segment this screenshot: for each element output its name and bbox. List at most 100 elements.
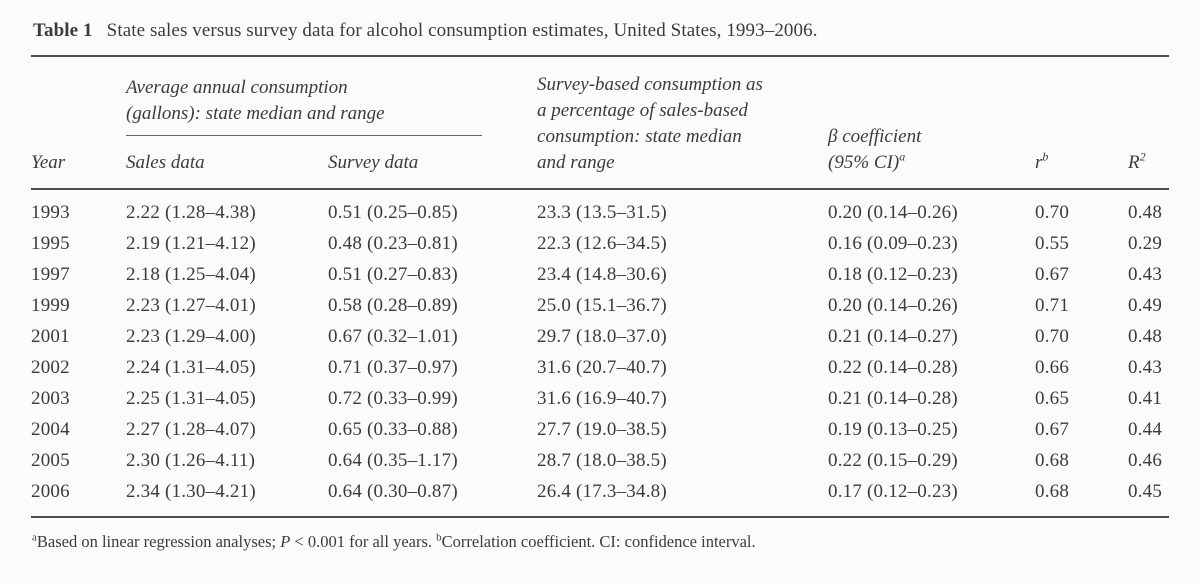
- table-row: 2002 2.24 (1.31–4.05) 0.71 (0.37–0.97) 3…: [31, 352, 1169, 383]
- footnote-marker-a: a: [32, 531, 37, 544]
- sales-cell: 2.25 (1.31–4.05): [126, 388, 256, 409]
- survey-cell: 0.72 (0.33–0.99): [328, 388, 458, 409]
- footnote: aBased on linear regression analyses; P …: [32, 531, 756, 551]
- beta-cell: 0.20 (0.14–0.26): [828, 295, 958, 316]
- r-cell: 0.65: [1035, 388, 1070, 409]
- r-cell: 0.66: [1035, 357, 1070, 378]
- pct-cell: 31.6 (16.9–40.7): [537, 388, 667, 409]
- year-cell: 2003: [31, 388, 70, 409]
- pct-cell: 25.0 (15.1–36.7): [537, 295, 667, 316]
- r2-cell: 0.41: [1128, 388, 1163, 409]
- year-col-header: Year: [31, 152, 66, 173]
- table-label: Table 1: [33, 20, 93, 41]
- r-cell: 0.70: [1035, 326, 1070, 347]
- r2-cell: 0.43: [1128, 357, 1163, 378]
- r2-col-header: R2: [1128, 149, 1146, 173]
- r-footnote-marker: b: [1042, 149, 1049, 164]
- sales-cell: 2.30 (1.26–4.11): [126, 450, 256, 471]
- table-row: 2001 2.23 (1.29–4.00) 0.67 (0.32–1.01) 2…: [31, 321, 1169, 352]
- pct-cell: 27.7 (19.0–38.5): [537, 419, 667, 440]
- pct-cell: 23.3 (13.5–31.5): [537, 202, 667, 223]
- survey-cell: 0.65 (0.33–0.88): [328, 419, 458, 440]
- beta-cell: 0.21 (0.14–0.28): [828, 388, 958, 409]
- pct-cell: 23.4 (14.8–30.6): [537, 264, 667, 285]
- beta-cell: 0.21 (0.14–0.27): [828, 326, 958, 347]
- pct-cell: 22.3 (12.6–34.5): [537, 233, 667, 254]
- survey-cell: 0.71 (0.37–0.97): [328, 357, 458, 378]
- survey-cell: 0.51 (0.27–0.83): [328, 264, 458, 285]
- survey-cell: 0.58 (0.28–0.89): [328, 295, 458, 316]
- year-cell: 2005: [31, 450, 70, 471]
- table-row: 1999 2.23 (1.27–4.01) 0.58 (0.28–0.89) 2…: [31, 290, 1169, 321]
- sales-col-header: Sales data: [126, 152, 205, 173]
- table-row: 2003 2.25 (1.31–4.05) 0.72 (0.33–0.99) 3…: [31, 383, 1169, 414]
- r2-cell: 0.45: [1128, 481, 1163, 502]
- pct-col-header: Survey-based consumption as a percentage…: [537, 74, 763, 173]
- beta-cell: 0.20 (0.14–0.26): [828, 202, 958, 223]
- beta-cell: 0.22 (0.14–0.28): [828, 357, 958, 378]
- consumption-group-line1: Average annual consumption: [126, 77, 348, 98]
- table-title: State sales versus survey data for alcoh…: [106, 20, 818, 41]
- table-row: 2004 2.27 (1.28–4.07) 0.65 (0.33–0.88) 2…: [31, 414, 1169, 445]
- year-cell: 1997: [31, 264, 70, 285]
- year-cell: 2006: [31, 481, 70, 502]
- sales-cell: 2.22 (1.28–4.38): [126, 202, 256, 223]
- survey-col-header: Survey data: [328, 152, 419, 173]
- survey-cell: 0.48 (0.23–0.81): [328, 233, 458, 254]
- sales-cell: 2.34 (1.30–4.21): [126, 481, 256, 502]
- beta-footnote-marker: a: [899, 149, 906, 164]
- r2-exponent: 2: [1139, 149, 1146, 164]
- stats-table: Year Average annual consumption (gallons…: [31, 55, 1170, 518]
- r-cell: 0.67: [1035, 419, 1070, 440]
- r-col-header: rb: [1035, 149, 1049, 173]
- page: Table 1 State sales versus survey data fo…: [31, 12, 1170, 551]
- sales-cell: 2.27 (1.28–4.07): [126, 419, 256, 440]
- r2-cell: 0.46: [1128, 450, 1163, 471]
- table-row: 1993 2.22 (1.28–4.38) 0.51 (0.25–0.85) 2…: [31, 189, 1169, 228]
- survey-cell: 0.51 (0.25–0.85): [328, 202, 458, 223]
- year-cell: 2004: [31, 419, 70, 440]
- beta-cell: 0.22 (0.15–0.29): [828, 450, 958, 471]
- consumption-group-header: Average annual consumption (gallons): st…: [126, 56, 537, 136]
- table-row: 2006 2.34 (1.30–4.21) 0.64 (0.30–0.87) 2…: [31, 476, 1169, 517]
- survey-cell: 0.64 (0.35–1.17): [328, 450, 458, 471]
- beta-cell: 0.17 (0.12–0.23): [828, 481, 958, 502]
- pct-cell: 31.6 (20.7–40.7): [537, 357, 667, 378]
- r2-cell: 0.48: [1128, 326, 1163, 347]
- r2-cell: 0.48: [1128, 202, 1163, 223]
- table-row: 1995 2.19 (1.21–4.12) 0.48 (0.23–0.81) 2…: [31, 228, 1169, 259]
- r2-cell: 0.44: [1128, 419, 1163, 440]
- year-cell: 2001: [31, 326, 70, 347]
- r-cell: 0.68: [1035, 481, 1070, 502]
- year-cell: 1995: [31, 233, 70, 254]
- r2-cell: 0.49: [1128, 295, 1163, 316]
- r-cell: 0.70: [1035, 202, 1070, 223]
- r2-cell: 0.43: [1128, 264, 1163, 285]
- r-cell: 0.55: [1035, 233, 1070, 254]
- year-cell: 1999: [31, 295, 70, 316]
- footnote-marker-b: b: [436, 531, 442, 544]
- beta-cell: 0.16 (0.09–0.23): [828, 233, 958, 254]
- sales-cell: 2.23 (1.29–4.00): [126, 326, 256, 347]
- consumption-group-line2: (gallons): state median and range: [126, 103, 385, 124]
- p-value-symbol: P: [280, 532, 291, 551]
- survey-cell: 0.64 (0.30–0.87): [328, 481, 458, 502]
- beta-cell: 0.18 (0.12–0.23): [828, 264, 958, 285]
- year-cell: 2002: [31, 357, 70, 378]
- sales-cell: 2.19 (1.21–4.12): [126, 233, 256, 254]
- sales-cell: 2.23 (1.27–4.01): [126, 295, 256, 316]
- beta-cell: 0.19 (0.13–0.25): [828, 419, 958, 440]
- r2-cell: 0.29: [1128, 233, 1163, 254]
- sales-cell: 2.24 (1.31–4.05): [126, 357, 256, 378]
- pct-cell: 29.7 (18.0–37.0): [537, 326, 667, 347]
- table-row: 1997 2.18 (1.25–4.04) 0.51 (0.27–0.83) 2…: [31, 259, 1169, 290]
- r-cell: 0.71: [1035, 295, 1070, 316]
- year-cell: 1993: [31, 202, 70, 223]
- pct-cell: 28.7 (18.0–38.5): [537, 450, 667, 471]
- sales-cell: 2.18 (1.25–4.04): [126, 264, 256, 285]
- survey-cell: 0.67 (0.32–1.01): [328, 326, 458, 347]
- r-cell: 0.68: [1035, 450, 1070, 471]
- r-cell: 0.67: [1035, 264, 1070, 285]
- table-row: 2005 2.30 (1.26–4.11) 0.64 (0.35–1.17) 2…: [31, 445, 1169, 476]
- table-caption: Table 1 State sales versus survey data fo…: [31, 12, 1169, 55]
